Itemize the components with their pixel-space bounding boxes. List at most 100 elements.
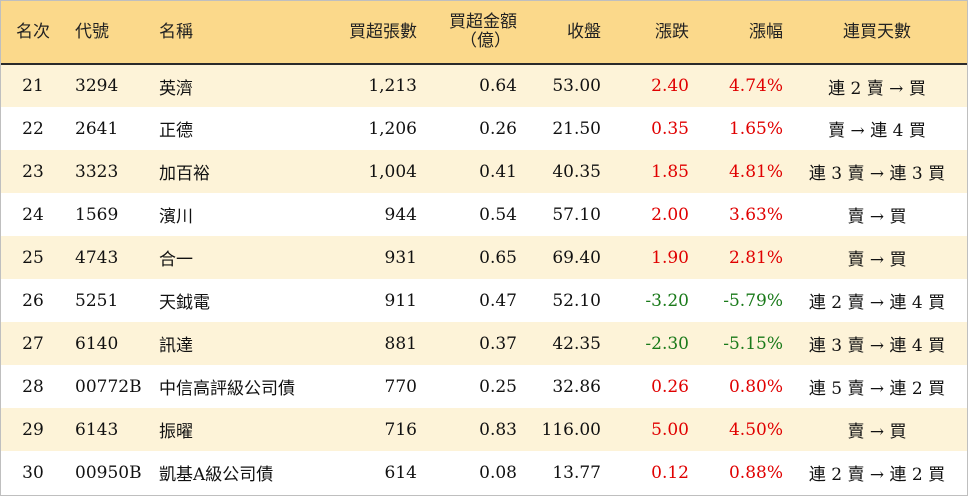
header-close[interactable]: 收盤 bbox=[517, 1, 607, 65]
cell-net-buy-amount: 0.41 bbox=[479, 161, 517, 182]
cell-change: 1.85 bbox=[651, 161, 689, 182]
header-name[interactable]: 名稱 bbox=[151, 1, 341, 65]
cell-pct-change: 4.50% bbox=[728, 419, 783, 440]
cell-net-buy-lots: 881 bbox=[384, 333, 417, 354]
cell-net-buy-amount: 0.37 bbox=[479, 333, 517, 354]
table-row[interactable]: 30 00950B 凱基A級公司債 614 0.08 13.77 0.12 0.88% 連 2 … bbox=[1, 451, 967, 494]
cell-net-buy-amount: 0.54 bbox=[479, 204, 517, 225]
cell-change: 5.00 bbox=[651, 419, 689, 440]
cell-code: 6140 bbox=[75, 333, 119, 354]
table-row[interactable]: 29 6143 振曜 716 0.83 116.00 5.00 4.50% 賣 → 買 bbox=[1, 408, 967, 451]
header-streak[interactable]: 連買天數 bbox=[787, 1, 967, 65]
cell-close: 57.10 bbox=[552, 204, 601, 225]
cell-change: 2.40 bbox=[651, 76, 689, 96]
table-row[interactable]: 26 5251 天鉞電 911 0.47 52.10 -3.20 -5.79% 連 2 賣 → … bbox=[1, 279, 967, 322]
cell-code: 1569 bbox=[75, 204, 119, 225]
table-row[interactable]: 24 1569 濱川 944 0.54 57.10 2.00 3.63% 賣 → 買 bbox=[1, 193, 967, 236]
cell-net-buy-lots: 770 bbox=[384, 376, 417, 397]
cell-code: 00950B bbox=[75, 462, 142, 483]
table-row[interactable]: 27 6140 訊達 881 0.37 42.35 -2.30 -5.15% 連 3 賣 → 連… bbox=[1, 322, 967, 365]
cell-name: 加百裕 bbox=[159, 164, 210, 184]
cell-rank: 26 bbox=[22, 290, 44, 311]
cell-rank: 29 bbox=[22, 419, 44, 440]
header-code[interactable]: 代號 bbox=[65, 1, 151, 65]
cell-pct-change: 1.65% bbox=[728, 118, 783, 139]
cell-rank: 22 bbox=[22, 118, 44, 139]
cell-pct-change: 4.81% bbox=[728, 161, 783, 182]
cell-streak: 連 2 賣 → 連 2 買 bbox=[808, 465, 946, 485]
table-row[interactable]: 23 3323 加百裕 1,004 0.41 40.35 1.85 4.81% 連 3 賣 → … bbox=[1, 150, 967, 193]
cell-name: 中信高評級公司債 bbox=[159, 379, 295, 399]
table-row[interactable]: 21 3294 英濟 1,213 0.64 53.00 2.40 4.74% 連 2 賣 → 買 bbox=[1, 64, 967, 107]
cell-pct-change: 3.63% bbox=[728, 204, 783, 225]
cell-net-buy-lots: 944 bbox=[384, 204, 417, 225]
cell-rank: 21 bbox=[22, 76, 44, 96]
cell-net-buy-lots: 614 bbox=[384, 462, 417, 483]
cell-net-buy-lots: 716 bbox=[384, 419, 417, 440]
cell-close: 21.50 bbox=[552, 118, 601, 139]
cell-close: 52.10 bbox=[552, 290, 601, 311]
cell-rank: 24 bbox=[22, 204, 44, 225]
cell-change: 0.26 bbox=[651, 376, 689, 397]
cell-change: 0.12 bbox=[651, 462, 689, 483]
cell-streak: 連 2 賣 → 買 bbox=[828, 78, 926, 99]
cell-change: -3.20 bbox=[645, 290, 689, 311]
cell-pct-change: -5.15% bbox=[723, 333, 783, 354]
cell-name: 合一 bbox=[159, 250, 193, 270]
header-row: 名次 代號 名稱 買超張數 買超金額 （億） 收盤 漲跌 漲幅 連買天數 bbox=[1, 1, 967, 65]
cell-name: 濱川 bbox=[159, 207, 193, 227]
cell-code: 2641 bbox=[75, 118, 119, 139]
cell-net-buy-lots: 1,213 bbox=[368, 76, 417, 96]
cell-net-buy-amount: 0.47 bbox=[479, 290, 517, 311]
cell-change: -2.30 bbox=[645, 333, 689, 354]
header-rank[interactable]: 名次 bbox=[1, 1, 65, 65]
cell-net-buy-lots: 931 bbox=[384, 247, 417, 268]
cell-streak: 連 3 賣 → 連 3 買 bbox=[808, 164, 946, 184]
cell-streak: 賣 → 買 bbox=[847, 250, 907, 270]
cell-close: 13.77 bbox=[552, 462, 601, 483]
cell-close: 32.86 bbox=[552, 376, 601, 397]
cell-pct-change: 2.81% bbox=[728, 247, 783, 268]
cell-pct-change: 0.88% bbox=[728, 462, 783, 483]
cell-close: 42.35 bbox=[552, 333, 601, 354]
cell-rank: 30 bbox=[22, 462, 44, 483]
cell-code: 3294 bbox=[75, 76, 119, 96]
cell-net-buy-lots: 1,004 bbox=[368, 161, 417, 182]
header-net-buy-amount-line2: （億） bbox=[460, 31, 511, 51]
cell-close: 40.35 bbox=[552, 161, 601, 182]
cell-name: 訊達 bbox=[159, 336, 193, 356]
cell-net-buy-amount: 0.64 bbox=[479, 76, 517, 96]
cell-change: 1.90 bbox=[651, 247, 689, 268]
header-net-buy-amount[interactable]: 買超金額 （億） bbox=[417, 1, 517, 65]
cell-rank: 28 bbox=[22, 376, 44, 397]
table-row[interactable]: 28 00772B 中信高評級公司債 770 0.25 32.86 0.26 0.80% 連 5… bbox=[1, 365, 967, 408]
header-change[interactable]: 漲跌 bbox=[607, 1, 697, 65]
cell-net-buy-lots: 1,206 bbox=[368, 118, 417, 139]
cell-name: 正德 bbox=[159, 121, 193, 141]
cell-close: 53.00 bbox=[552, 76, 601, 96]
cell-code: 4743 bbox=[75, 247, 119, 268]
cell-net-buy-amount: 0.25 bbox=[479, 376, 517, 397]
cell-streak: 連 3 賣 → 連 4 買 bbox=[808, 336, 946, 356]
cell-net-buy-lots: 911 bbox=[384, 290, 417, 311]
header-pct-change[interactable]: 漲幅 bbox=[697, 1, 787, 65]
cell-name: 凱基A級公司債 bbox=[159, 465, 274, 485]
cell-net-buy-amount: 0.83 bbox=[479, 419, 517, 440]
cell-name: 英濟 bbox=[159, 78, 193, 99]
cell-close: 69.40 bbox=[552, 247, 601, 268]
cell-rank: 25 bbox=[22, 247, 44, 268]
cell-pct-change: 4.74% bbox=[728, 76, 783, 96]
cell-close: 116.00 bbox=[541, 419, 601, 440]
cell-code: 5251 bbox=[75, 290, 119, 311]
table-row[interactable]: 25 4743 合一 931 0.65 69.40 1.90 2.81% 賣 → 買 bbox=[1, 236, 967, 279]
cell-streak: 連 5 賣 → 連 2 買 bbox=[808, 379, 946, 399]
cell-net-buy-amount: 0.26 bbox=[479, 118, 517, 139]
table-row[interactable]: 22 2641 正德 1,206 0.26 21.50 0.35 1.65% 賣 → 連 4 買 bbox=[1, 107, 967, 150]
cell-name: 天鉞電 bbox=[159, 293, 210, 313]
header-net-buy-lots[interactable]: 買超張數 bbox=[341, 1, 417, 65]
cell-name: 振曜 bbox=[159, 422, 193, 442]
cell-change: 2.00 bbox=[651, 204, 689, 225]
cell-pct-change: 0.80% bbox=[728, 376, 783, 397]
